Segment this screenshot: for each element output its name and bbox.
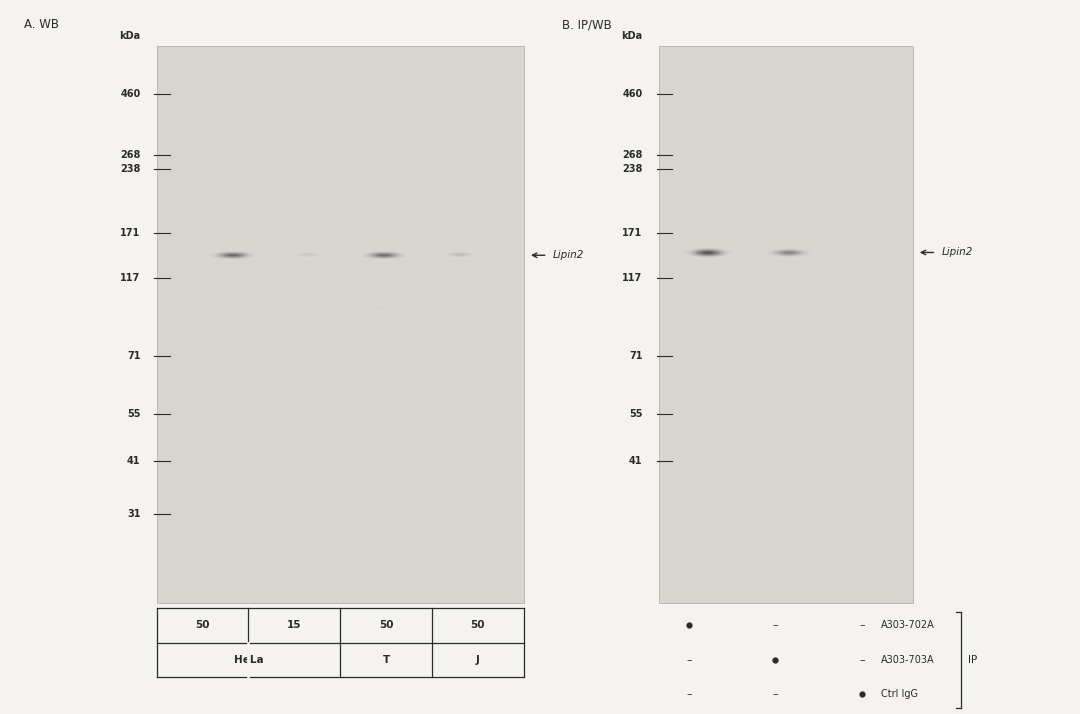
Text: 50: 50: [195, 620, 210, 630]
Text: 41: 41: [127, 456, 140, 466]
Text: –: –: [686, 689, 692, 699]
Text: 31: 31: [127, 509, 140, 519]
Text: 238: 238: [120, 164, 140, 174]
Text: B. IP/WB: B. IP/WB: [562, 19, 611, 31]
Text: 268: 268: [622, 150, 643, 160]
Text: kDa: kDa: [119, 31, 140, 41]
Text: 71: 71: [127, 351, 140, 361]
Text: 117: 117: [622, 273, 643, 283]
Text: IP: IP: [968, 655, 977, 665]
Text: 268: 268: [120, 150, 140, 160]
Text: J: J: [476, 655, 480, 665]
Text: A303-702A: A303-702A: [881, 620, 935, 630]
Text: kDa: kDa: [621, 31, 643, 41]
Text: –: –: [686, 655, 692, 665]
Text: –: –: [772, 620, 779, 630]
Text: 171: 171: [120, 228, 140, 238]
Text: 50: 50: [379, 620, 393, 630]
Bar: [157, 46, 524, 603]
Text: 71: 71: [629, 351, 643, 361]
Text: 55: 55: [127, 409, 140, 419]
Text: HeLa: HeLa: [233, 655, 264, 665]
Text: Lipin2: Lipin2: [553, 250, 584, 261]
Text: –: –: [772, 689, 779, 699]
Bar: [659, 46, 913, 603]
Text: 171: 171: [622, 228, 643, 238]
Text: 117: 117: [120, 273, 140, 283]
Text: Ctrl IgG: Ctrl IgG: [881, 689, 918, 699]
Text: T: T: [382, 655, 390, 665]
Text: A303-703A: A303-703A: [881, 655, 935, 665]
Text: 41: 41: [629, 456, 643, 466]
Text: 50: 50: [471, 620, 485, 630]
Text: 460: 460: [120, 89, 140, 99]
Text: A. WB: A. WB: [24, 19, 58, 31]
Text: –: –: [859, 620, 865, 630]
Text: 55: 55: [629, 409, 643, 419]
Text: 460: 460: [622, 89, 643, 99]
Text: 15: 15: [287, 620, 301, 630]
Text: Lipin2: Lipin2: [942, 248, 973, 258]
Text: –: –: [859, 655, 865, 665]
Text: 238: 238: [622, 164, 643, 174]
